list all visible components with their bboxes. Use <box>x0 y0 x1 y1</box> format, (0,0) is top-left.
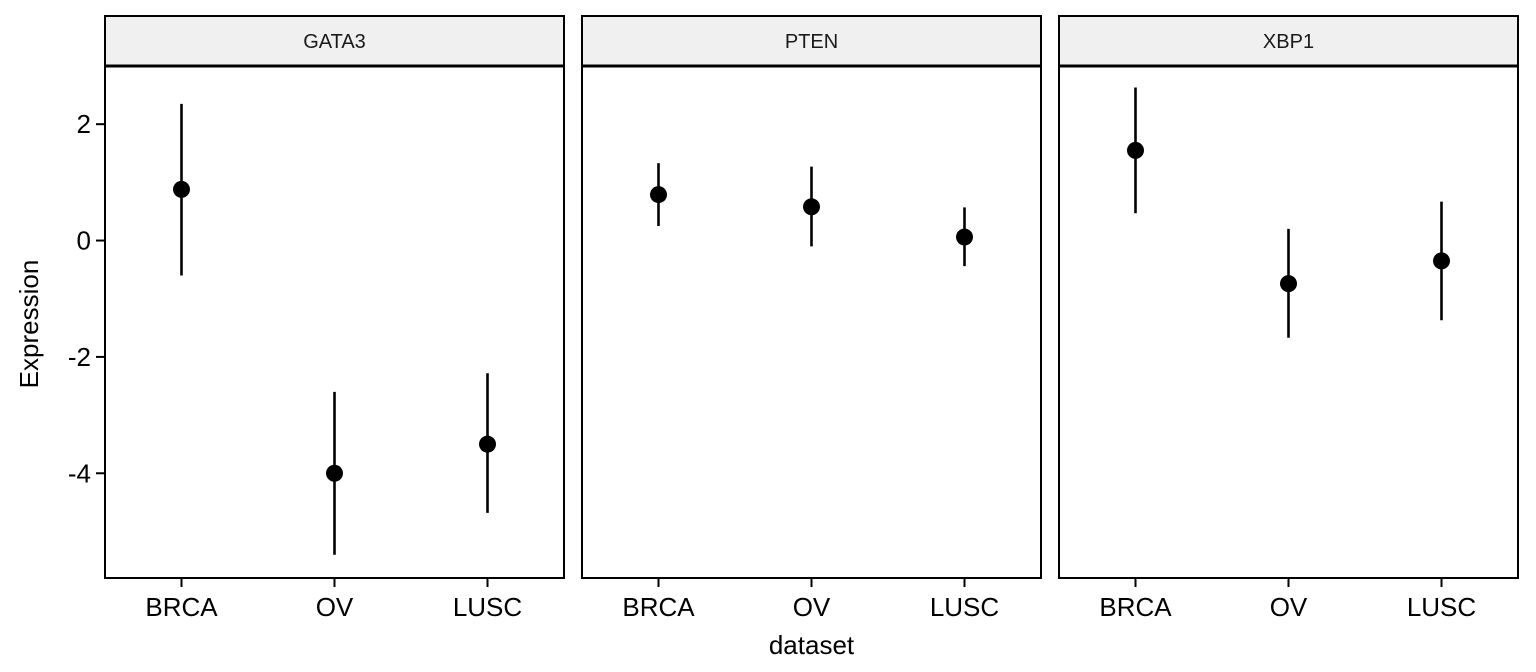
facet-strip-label: GATA3 <box>303 31 366 53</box>
y-tick-label: 0 <box>77 226 91 256</box>
y-tick-label: -2 <box>68 342 91 372</box>
x-tick-label: OV <box>1270 592 1308 622</box>
data-point <box>956 228 973 246</box>
y-tick-label: 2 <box>77 109 91 139</box>
facet-strip <box>104 15 565 67</box>
panel-border <box>581 65 1042 579</box>
x-tick-label: OV <box>793 592 831 622</box>
x-tick-label: BRCA <box>1099 592 1172 622</box>
data-point <box>1280 275 1297 293</box>
data-point <box>803 198 820 216</box>
x-tick-label: BRCA <box>145 592 218 622</box>
data-point <box>479 435 496 453</box>
y-axis: 2 0 -2 -4 <box>68 109 105 488</box>
facet-strip-label: PTEN <box>785 31 838 53</box>
data-point <box>1127 141 1144 159</box>
facet-strip <box>581 15 1042 67</box>
x-axis-title: dataset <box>769 630 855 660</box>
y-axis-title: Expression <box>14 260 44 389</box>
y-tick-label: -4 <box>68 458 91 488</box>
facet-strip <box>1058 15 1519 67</box>
x-tick-label: LUSC <box>453 592 522 622</box>
facet-panel-xbp1: XBP1 BRCA OV LUSC <box>1058 15 1519 622</box>
facet-strip-label: XBP1 <box>1263 31 1314 53</box>
x-tick-label: LUSC <box>1407 592 1476 622</box>
data-point <box>650 186 667 204</box>
facet-panel-gata3: GATA3 BRCA OV LUSC <box>104 15 565 622</box>
x-tick-label: OV <box>316 592 354 622</box>
x-tick-label: LUSC <box>930 592 999 622</box>
data-point <box>173 180 190 198</box>
data-point <box>1433 252 1450 270</box>
data-point <box>326 464 343 482</box>
facet-panels: GATA3 BRCA OV LUSC PTEN BRCA OV LUSC XBP1 BRCA OV L… <box>104 15 1519 622</box>
x-tick-label: BRCA <box>622 592 695 622</box>
facet-panel-pten: PTEN BRCA OV LUSC <box>581 15 1042 622</box>
